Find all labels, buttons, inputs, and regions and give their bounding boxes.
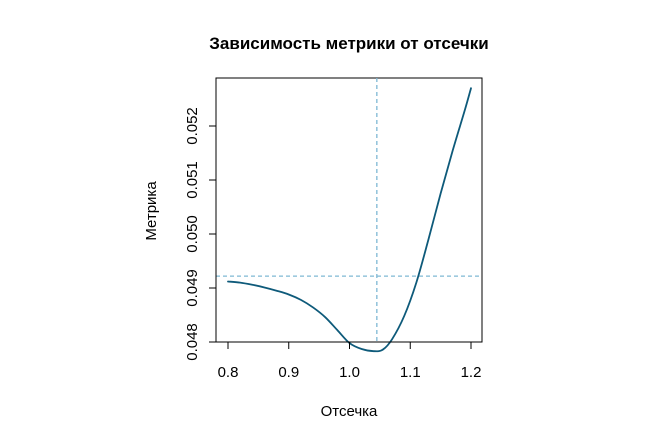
y-tick-label: 0.050 [184,215,201,253]
chart-title: Зависимость метрики от отсечки [209,34,488,53]
y-tick-label: 0.051 [184,161,201,199]
y-tick-label: 0.049 [184,269,201,307]
reference-lines [216,78,482,342]
y-axis: 0.048 0.049 0.050 0.051 0.052 [184,107,217,361]
y-tick-label: 0.048 [184,323,201,361]
x-tick-label: 1.2 [461,364,482,381]
x-tick-label: 1.1 [400,364,421,381]
plot-frame [215,77,483,343]
series-layer [227,87,472,353]
y-axis-label: Метрика [143,181,160,241]
x-tick-label: 0.8 [218,364,239,381]
x-tick-label: 0.9 [278,364,299,381]
x-axis-label: Отсечка [321,403,378,420]
series-line-0 [227,87,472,353]
y-tick-label: 0.052 [184,107,201,145]
x-tick-label: 1.0 [339,364,360,381]
x-axis: 0.8 0.9 1.0 1.1 1.2 [218,341,482,381]
